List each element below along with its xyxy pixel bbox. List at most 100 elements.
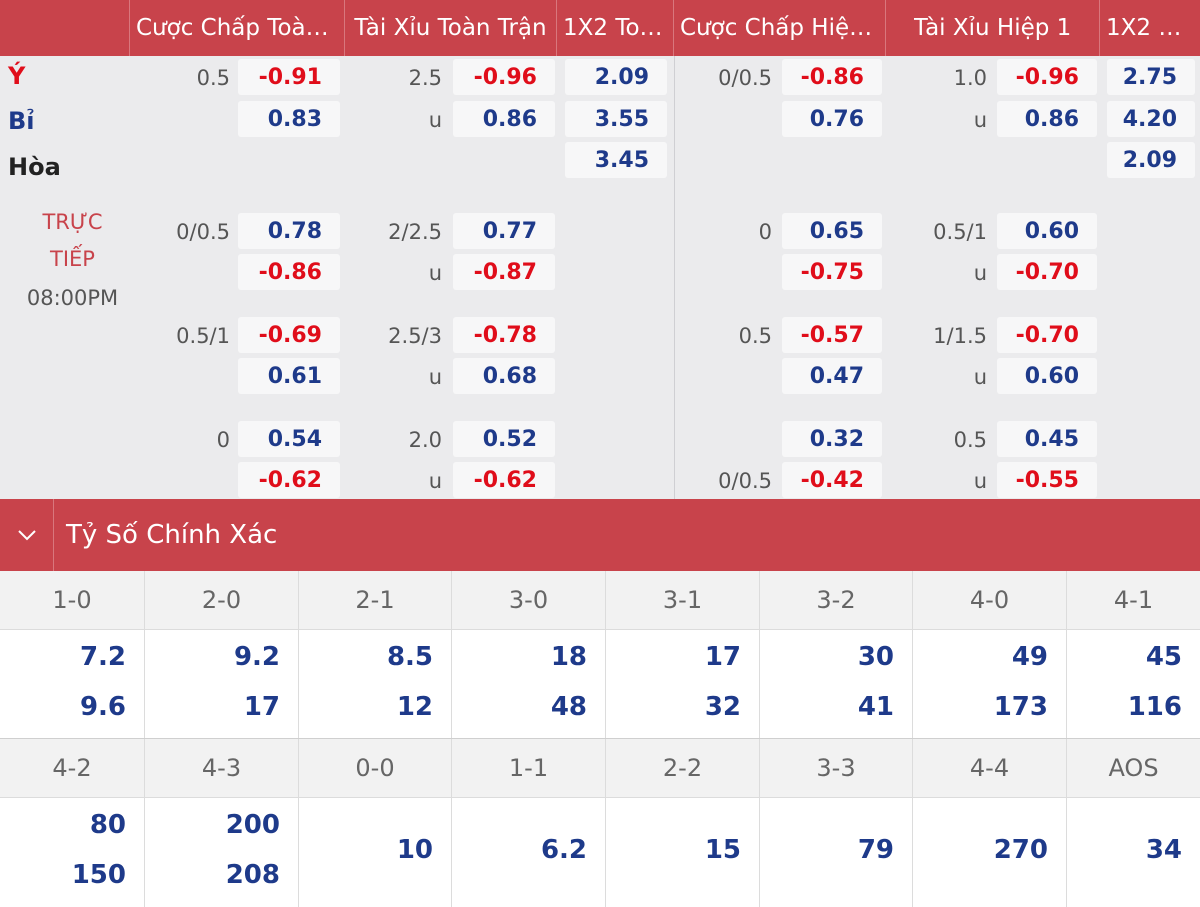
odds-button[interactable]: 0.83 (238, 101, 340, 137)
score-odds-value[interactable]: 200 (225, 810, 280, 840)
odds-button[interactable]: -0.57 (782, 317, 882, 353)
odds-button[interactable]: 4.20 (1107, 101, 1195, 137)
score-label: 4-1 (1067, 571, 1200, 629)
score-odds-value[interactable]: 17 (243, 692, 280, 722)
odds-button[interactable]: -0.69 (238, 317, 340, 353)
score-odds-cell[interactable]: 18 48 (452, 630, 606, 738)
score-odds-cell[interactable]: 17 32 (606, 630, 760, 738)
odds-button[interactable]: 0.86 (997, 101, 1097, 137)
ah-line: 0.5 (196, 66, 230, 90)
score-odds-value[interactable]: 80 (89, 810, 126, 840)
odds-button[interactable]: 0.65 (782, 213, 882, 249)
odds-button[interactable]: 0.47 (782, 358, 882, 394)
score-odds-cell[interactable]: 45 116 (1067, 630, 1200, 738)
score-odds-cell[interactable]: 7.2 9.6 (0, 630, 145, 738)
odds-button[interactable]: 0.78 (238, 213, 340, 249)
odds-button[interactable]: -0.55 (997, 462, 1097, 498)
score-odds-value[interactable]: 15 (704, 835, 741, 865)
score-label: 2-1 (299, 571, 452, 629)
score-odds-cell[interactable]: 34 (1067, 798, 1200, 907)
odds-button[interactable]: 0.32 (782, 421, 882, 457)
score-odds-value[interactable]: 6.2 (540, 835, 587, 865)
score-label: 1-0 (0, 571, 145, 629)
score-odds-value[interactable]: 173 (993, 692, 1048, 722)
score-odds-cell[interactable]: 9.2 17 (145, 630, 299, 738)
score-odds-value[interactable]: 79 (857, 835, 894, 865)
odds-button[interactable]: -0.78 (453, 317, 555, 353)
under-label: u (973, 365, 987, 389)
odds-button[interactable]: 2.75 (1107, 59, 1195, 95)
h1-ah-line: 0/0.5 (718, 66, 772, 90)
odds-button[interactable]: 0.86 (453, 101, 555, 137)
team-draw: Hòa (8, 153, 61, 181)
score-odds-cell[interactable]: 10 (299, 798, 452, 907)
score-odds-value[interactable]: 270 (993, 835, 1048, 865)
divider (0, 738, 1200, 739)
odds-button[interactable]: 0.54 (238, 421, 340, 457)
score-odds-value[interactable]: 32 (704, 692, 741, 722)
score-odds-value[interactable]: 150 (71, 860, 126, 890)
odds-button[interactable]: -0.96 (453, 59, 555, 95)
score-odds-value[interactable]: 208 (225, 860, 280, 890)
odds-button[interactable]: 0.52 (453, 421, 555, 457)
score-odds-value[interactable]: 30 (857, 642, 894, 672)
score-odds-value[interactable]: 49 (1011, 642, 1048, 672)
score-odds-value[interactable]: 18 (550, 642, 587, 672)
score-label: 3-3 (760, 739, 913, 797)
live-status-2: TIẾP (50, 247, 95, 271)
score-odds-value[interactable]: 17 (704, 642, 741, 672)
score-odds-value[interactable]: 116 (1127, 692, 1182, 722)
correct-score-header[interactable]: Tỷ Số Chính Xác (0, 499, 1200, 571)
odds-button[interactable]: -0.91 (238, 59, 340, 95)
score-odds-cell[interactable]: 49 173 (913, 630, 1067, 738)
odds-button[interactable]: -0.86 (782, 59, 882, 95)
score-odds-value[interactable]: 8.5 (386, 642, 433, 672)
score-label: 3-1 (606, 571, 760, 629)
score-odds-cell[interactable]: 270 (913, 798, 1067, 907)
odds-button[interactable]: -0.42 (782, 462, 882, 498)
odds-button[interactable]: -0.62 (453, 462, 555, 498)
score-odds-cell[interactable]: 80 150 (0, 798, 145, 907)
odds-button[interactable]: -0.62 (238, 462, 340, 498)
header-ou-h1: Tài Xỉu Hiệp 1 (886, 0, 1100, 56)
score-odds-cell[interactable]: 8.5 12 (299, 630, 452, 738)
score-odds-value[interactable]: 9.2 (233, 642, 280, 672)
score-odds-cell[interactable]: 6.2 (452, 798, 606, 907)
odds-button[interactable]: 0.61 (238, 358, 340, 394)
odds-button[interactable]: 0.45 (997, 421, 1097, 457)
score-odds-value[interactable]: 9.6 (79, 692, 126, 722)
odds-button[interactable]: -0.96 (997, 59, 1097, 95)
score-odds-cell[interactable]: 79 (760, 798, 913, 907)
team-away: Bỉ (8, 107, 35, 135)
odds-button[interactable]: 0.77 (453, 213, 555, 249)
odds-button[interactable]: -0.70 (997, 317, 1097, 353)
ah-line: 0 (216, 428, 230, 452)
odds-button[interactable]: -0.87 (453, 254, 555, 290)
score-odds-cell[interactable]: 15 (606, 798, 760, 907)
odds-button[interactable]: 2.09 (565, 59, 667, 95)
odds-button[interactable]: -0.86 (238, 254, 340, 290)
score-odds-cell[interactable]: 30 41 (760, 630, 913, 738)
odds-button[interactable]: 2.09 (1107, 142, 1195, 178)
under-label: u (973, 469, 987, 493)
match-time: 08:00PM (26, 286, 119, 310)
odds-button[interactable]: 0.60 (997, 358, 1097, 394)
score-odds-value[interactable]: 10 (396, 835, 433, 865)
odds-button[interactable]: 0.76 (782, 101, 882, 137)
odds-button[interactable]: 3.45 (565, 142, 667, 178)
score-odds-value[interactable]: 48 (550, 692, 587, 722)
odds-button[interactable]: 0.60 (997, 213, 1097, 249)
score-odds-value[interactable]: 45 (1145, 642, 1182, 672)
h1-ou-line: 0.5 (953, 428, 987, 452)
score-odds-cell[interactable]: 200 208 (145, 798, 299, 907)
header-ah-h1: Cược Chấp Hiệp 1 (674, 0, 886, 56)
chevron-down-icon[interactable] (0, 499, 54, 571)
odds-button[interactable]: -0.70 (997, 254, 1097, 290)
odds-button[interactable]: -0.75 (782, 254, 882, 290)
odds-button[interactable]: 3.55 (565, 101, 667, 137)
score-odds-value[interactable]: 34 (1145, 835, 1182, 865)
odds-button[interactable]: 0.68 (453, 358, 555, 394)
score-odds-value[interactable]: 41 (857, 692, 894, 722)
score-odds-value[interactable]: 7.2 (79, 642, 126, 672)
score-odds-value[interactable]: 12 (396, 692, 433, 722)
